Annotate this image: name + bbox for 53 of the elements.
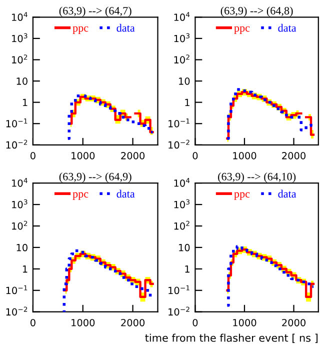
x-tick-label: 0 [30, 152, 36, 160]
y-tick-label: 10$^{−2}$ [6, 306, 28, 316]
y-tick-label: 10$^{−2}$ [168, 306, 190, 316]
legend-label: data [278, 190, 296, 198]
y-tick-label: 1 [185, 266, 190, 273]
y-tick-label: 10$^{−2}$ [6, 140, 28, 149]
y-tick-label: 1 [22, 98, 28, 106]
chart-title: (63,9) --> (64,9) [59, 172, 132, 183]
y-tick-label: 10$^{2}$ [12, 220, 28, 230]
y-tick-label: 10$^{4}$ [12, 12, 28, 21]
legend-label: data [116, 24, 135, 32]
x-tick-label: 1000 [233, 318, 256, 326]
y-tick-label: 10 [16, 244, 28, 252]
y-tick-label: 10 [16, 78, 28, 85]
x-axis-title: time from the flasher event [ ns ] [145, 334, 318, 344]
y-tick-label: 1 [185, 98, 190, 106]
y-tick-label: 10$^{4}$ [174, 178, 190, 187]
x-tick-label: 0 [192, 152, 198, 160]
y-tick-label: 10$^{−1}$ [6, 118, 28, 128]
x-tick-label: 2000 [282, 318, 306, 326]
legend-label: ppc [72, 26, 88, 34]
y-tick-label: 10$^{−1}$ [168, 285, 190, 294]
y-tick-label: 10$^{3}$ [12, 199, 28, 208]
y-tick-label: 10$^{2}$ [174, 54, 190, 64]
text: ppc [234, 26, 250, 34]
y-tick-label: 10 [179, 244, 190, 252]
chart-title: (63,9) --> (64,7) [59, 6, 132, 17]
y-tick-label: 10$^{4}$ [174, 12, 190, 21]
legend-label: data [278, 24, 296, 32]
y-tick-label: 10$^{−1}$ [168, 118, 190, 128]
x-tick-label: 2000 [121, 318, 145, 326]
legend-label: ppc [72, 192, 88, 200]
x-tick-label: 1000 [233, 152, 256, 160]
x-tick-label: 1000 [72, 318, 95, 326]
x-tick-label: 2000 [282, 152, 306, 160]
legend-label: data [116, 190, 135, 198]
x-tick-label: 0 [192, 318, 198, 326]
text: ppc [234, 192, 250, 200]
chart-title: (63,9) --> (64,10) [218, 172, 296, 183]
x-tick-label: 0 [30, 318, 36, 326]
y-tick-label: 10$^{−2}$ [168, 140, 190, 149]
x-tick-label: 2000 [121, 152, 145, 160]
chart-title: (63,9) --> (64,8) [220, 6, 293, 17]
y-tick-label: 10$^{4}$ [12, 178, 28, 187]
y-tick-label: 10$^{3}$ [12, 33, 28, 42]
x-tick-label: 1000 [72, 152, 95, 160]
y-tick-label: 1 [22, 266, 28, 273]
y-tick-label: 10 [179, 78, 190, 85]
y-tick-label: 10$^{2}$ [174, 220, 190, 230]
y-tick-label: 10$^{3}$ [174, 199, 190, 208]
y-tick-label: 10$^{−1}$ [6, 285, 28, 294]
y-tick-label: 10$^{2}$ [12, 54, 28, 64]
y-tick-label: 10$^{3}$ [174, 33, 190, 42]
